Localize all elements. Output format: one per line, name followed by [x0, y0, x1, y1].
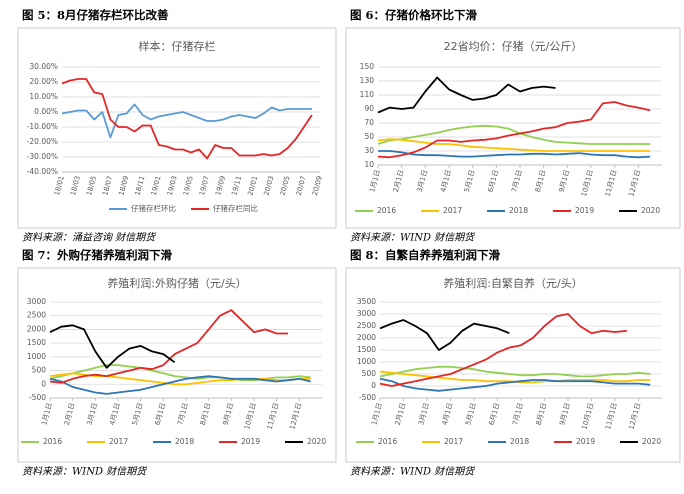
chart-frame — [345, 267, 681, 463]
legend-label: 2019 — [241, 437, 260, 446]
series-line — [49, 375, 311, 395]
y-tick-label: 70 — [364, 118, 374, 127]
chart-title: 养殖利润:外购仔猪（元/头） — [107, 276, 246, 290]
chart-frame — [17, 27, 337, 229]
y-tick-label: 150 — [360, 62, 375, 71]
legend-label: 仔猪存栏环比 — [131, 203, 176, 213]
figure-heading: 图 6：仔猪价格环比下滑 — [350, 8, 478, 22]
source-note: 资料来源：WIND 财信期货 — [350, 466, 476, 478]
series-line — [49, 372, 311, 386]
y-tick-label: -20.00% — [27, 137, 58, 146]
legend-label: 2019 — [575, 206, 594, 215]
y-tick-label: -500 — [29, 393, 46, 402]
y-tick-label: 130 — [360, 76, 375, 85]
y-tick-label: 30.00% — [29, 62, 58, 71]
legend-label: 2016 — [43, 437, 62, 446]
legend-label: 仔猪存栏同比 — [213, 203, 258, 213]
y-tick-label: 10.00% — [29, 92, 58, 101]
y-tick-label: -40.00% — [27, 167, 58, 176]
source-note: 资料来源：涌益咨询 财信期货 — [22, 232, 157, 244]
legend-label: 2019 — [576, 437, 595, 446]
series-line — [378, 150, 651, 159]
figure-heading: 图 8：自繁自养养殖利润下滑 — [350, 248, 501, 262]
y-tick-label: -10.00% — [27, 122, 58, 131]
legend-label: 2018 — [509, 206, 528, 215]
y-tick-label: 0.00% — [34, 107, 58, 116]
y-tick-label: 1000 — [357, 357, 376, 366]
y-tick-label: 2000 — [27, 324, 46, 333]
y-tick-label: 3000 — [27, 297, 46, 306]
series-line — [377, 124, 651, 145]
y-tick-label: 3000 — [357, 309, 376, 318]
chart-frame — [17, 267, 337, 463]
figure-heading: 图 5：8月仔猪存栏环比改善 — [22, 8, 169, 22]
series-line — [49, 324, 176, 369]
y-tick-label: 3500 — [357, 297, 376, 306]
y-tick-label: 50 — [364, 132, 374, 141]
legend-label: 2018 — [175, 437, 194, 446]
y-tick-label: 500 — [362, 369, 377, 378]
y-tick-label: -500 — [359, 393, 376, 402]
series-line — [379, 319, 510, 351]
y-tick-label: 0 — [41, 379, 46, 388]
chart-frame — [345, 27, 681, 229]
y-tick-label: 2000 — [357, 333, 376, 342]
legend-label: 2017 — [109, 437, 128, 446]
series-line — [49, 309, 288, 384]
y-tick-label: -30.00% — [27, 152, 58, 161]
legend-label: 2017 — [443, 206, 462, 215]
y-tick-label: 0 — [371, 381, 376, 390]
chart-title: 养殖利润:自繁自养（元/头） — [443, 276, 582, 290]
y-tick-label: 30 — [364, 146, 374, 155]
chart-title: 样本：仔猪存栏 — [139, 39, 216, 53]
series-line — [379, 377, 651, 392]
legend-label: 2020 — [641, 206, 660, 215]
y-tick-label: 10 — [364, 160, 374, 169]
y-tick-label: 1500 — [27, 338, 46, 347]
y-tick-label: 1500 — [357, 345, 376, 354]
legend-label: 2017 — [444, 437, 463, 446]
legend-label: 2016 — [378, 437, 397, 446]
y-tick-label: 90 — [364, 104, 374, 113]
y-tick-label: 1000 — [27, 352, 46, 361]
legend-label: 2020 — [642, 437, 661, 446]
legend-label: 2018 — [510, 437, 529, 446]
series-line — [377, 101, 651, 159]
y-tick-label: 2500 — [27, 311, 46, 320]
y-tick-label: 500 — [32, 366, 47, 375]
series-line — [379, 365, 651, 378]
series-line — [61, 78, 313, 160]
chart-title: 22省均价：仔猪（元/公斤） — [444, 40, 583, 53]
legend-label: 2016 — [377, 206, 396, 215]
series-line — [377, 76, 556, 114]
legend-label: 2020 — [307, 437, 326, 446]
y-tick-label: 2500 — [357, 321, 376, 330]
series-line — [377, 138, 651, 152]
y-tick-label: 110 — [360, 90, 375, 99]
figure-heading: 图 7：外购仔猪养殖利润下滑 — [22, 248, 173, 262]
source-note: 资料来源：WIND 财信期货 — [350, 232, 476, 244]
y-tick-label: 20.00% — [29, 77, 58, 86]
series-line — [379, 313, 627, 387]
source-note: 资料来源：WIND 财信期货 — [22, 466, 148, 478]
series-line — [61, 103, 312, 139]
